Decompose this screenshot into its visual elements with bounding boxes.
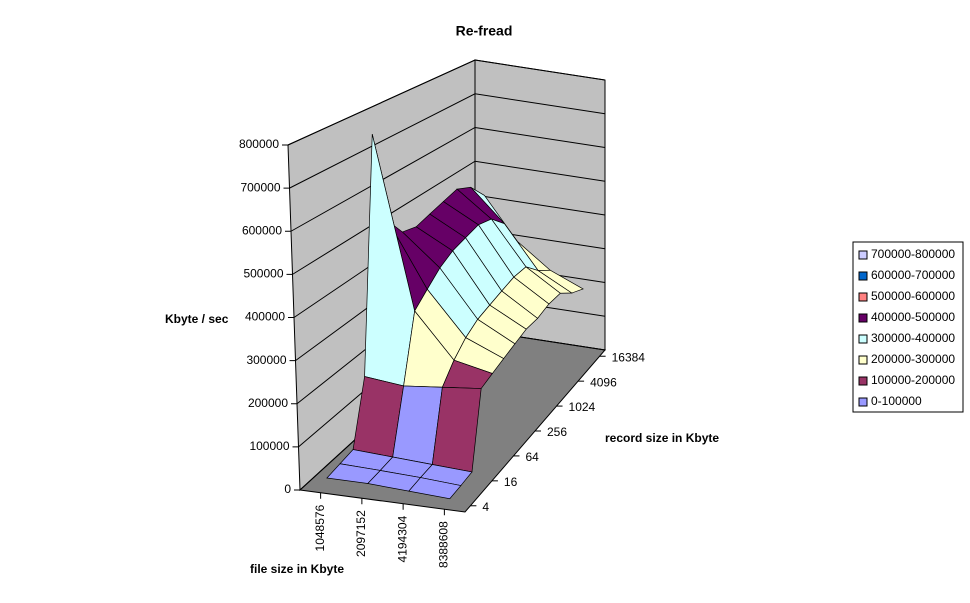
grid-line xyxy=(287,59,606,146)
z-tick-label: 1024 xyxy=(569,400,596,414)
y-tick-label: 800000 xyxy=(239,137,279,151)
x-tick-label: 1048576 xyxy=(313,504,327,551)
z-tick-label: 16384 xyxy=(612,350,646,364)
legend-box xyxy=(852,241,964,413)
z-tick-label: 4 xyxy=(482,500,489,514)
y-tick-label: 500000 xyxy=(243,267,283,281)
x-tick-label: 2097152 xyxy=(354,510,368,557)
legend-label: 600000-700000 xyxy=(871,268,955,282)
legend-swatch xyxy=(858,313,868,323)
legend-label: 400000-500000 xyxy=(871,310,955,324)
x-tick-label: 8388608 xyxy=(437,521,451,568)
y-tick-label: 300000 xyxy=(246,353,286,367)
legend-swatch xyxy=(858,271,868,281)
y-tick-label: 100000 xyxy=(249,439,289,453)
legend-label: 0-100000 xyxy=(871,394,922,408)
grid-line xyxy=(292,160,606,275)
grid-line xyxy=(289,93,606,189)
legend-swatch xyxy=(858,376,868,386)
legend-swatch xyxy=(858,334,868,344)
z-tick-label: 16 xyxy=(504,475,518,489)
legend-label: 100000-200000 xyxy=(871,373,955,387)
legend-swatch xyxy=(858,250,868,260)
x-axis-label: file size in Kbyte xyxy=(250,562,344,576)
legend-label: 200000-300000 xyxy=(871,352,955,366)
z-tick-label: 4096 xyxy=(590,375,617,389)
y-tick-label: 200000 xyxy=(248,396,288,410)
chart-title: Re-fread xyxy=(456,23,513,39)
legend-swatch xyxy=(858,397,868,407)
grid-line xyxy=(290,126,606,232)
legend-label: 300000-400000 xyxy=(871,331,955,345)
y-tick-label: 700000 xyxy=(240,180,280,194)
y-axis-label: Kbyte / sec xyxy=(165,312,229,326)
z-axis-label: record size in Kbyte xyxy=(605,431,719,445)
y-tick-label: 0 xyxy=(284,482,291,496)
y-tick-label: 600000 xyxy=(242,223,282,237)
legend-swatch xyxy=(858,292,868,302)
legend-label: 500000-600000 xyxy=(871,289,955,303)
z-tick-label: 256 xyxy=(547,425,567,439)
x-tick-label: 4194304 xyxy=(395,515,409,562)
legend-swatch xyxy=(858,355,868,365)
surface-cell xyxy=(408,477,462,500)
y-tick-label: 400000 xyxy=(245,310,285,324)
legend-label: 700000-800000 xyxy=(871,247,955,261)
z-tick-label: 64 xyxy=(525,450,539,464)
